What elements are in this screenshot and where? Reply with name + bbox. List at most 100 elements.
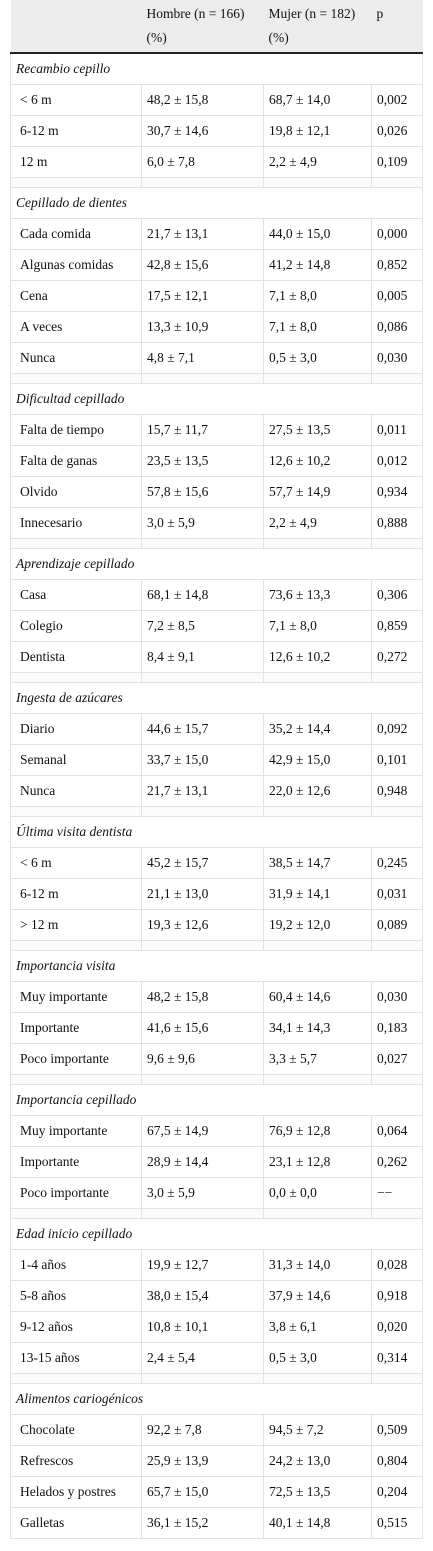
data-row: Falta de tiempo 15,7 ± 11,7 27,5 ± 13,5 0,0… <box>10 414 423 446</box>
data-cell: 73,6 ± 13,3 <box>263 579 372 611</box>
data-row: Importante 41,6 ± 15,6 34,1 ± 14,3 0,183 <box>10 1012 423 1044</box>
data-cell: 19,8 ± 12,1 <box>263 115 372 147</box>
data-cell: 12,6 ± 10,2 <box>263 641 372 673</box>
section-title: Aprendizaje cepillado <box>10 548 423 580</box>
data-cell: 92,2 ± 7,8 <box>141 1414 264 1446</box>
data-cell: 0,183 <box>371 1012 423 1044</box>
section-title: Edad inicio cepillado <box>10 1218 423 1250</box>
data-cell: 0,092 <box>371 713 423 745</box>
data-row: Muy importante 67,5 ± 14,9 76,9 ± 12,8 0,06… <box>10 1115 423 1147</box>
header-cell: Hombre (n = 166) (%) <box>141 0 264 54</box>
spacer-row <box>10 538 423 549</box>
data-row: Algunas comidas 42,8 ± 15,6 41,2 ± 14,8 0,8… <box>10 249 423 281</box>
data-cell: 2,4 ± 5,4 <box>141 1342 264 1374</box>
row-label: Muy importante <box>10 1115 142 1147</box>
section-row: Importancia cepillado <box>10 1084 423 1116</box>
section-row: Cepillado de dientes <box>10 187 423 219</box>
spacer-row <box>10 806 423 817</box>
data-row: Colegio 7,2 ± 8,5 7,1 ± 8,0 0,859 <box>10 610 423 642</box>
data-cell: 21,7 ± 13,1 <box>141 218 264 250</box>
section-title: Importancia cepillado <box>10 1084 423 1116</box>
row-label: Innecesario <box>10 507 142 539</box>
data-cell: 41,2 ± 14,8 <box>263 249 372 281</box>
data-cell: 68,7 ± 14,0 <box>263 84 372 116</box>
data-row: Nunca 21,7 ± 13,1 22,0 ± 12,6 0,948 <box>10 775 423 807</box>
data-cell: 4,8 ± 7,1 <box>141 342 264 374</box>
data-cell: 25,9 ± 13,9 <box>141 1445 264 1477</box>
row-label: 12 m <box>10 146 142 178</box>
data-cell: 0,012 <box>371 445 423 477</box>
data-row: Helados y postres 65,7 ± 15,0 72,5 ± 13,5 0… <box>10 1476 423 1508</box>
spacer-cell <box>141 1208 264 1219</box>
data-cell: 0,0 ± 0,0 <box>263 1177 372 1209</box>
section-row: Dificultad cepillado <box>10 383 423 415</box>
spacer-cell <box>263 672 372 683</box>
spacer-cell <box>371 806 423 817</box>
row-label: Nunca <box>10 342 142 374</box>
data-cell: 0,005 <box>371 280 423 312</box>
data-cell: 34,1 ± 14,3 <box>263 1012 372 1044</box>
spacer-row <box>10 177 423 188</box>
data-cell: 65,7 ± 15,0 <box>141 1476 264 1508</box>
data-row: Nunca 4,8 ± 7,1 0,5 ± 3,0 0,030 <box>10 342 423 374</box>
data-cell: 19,3 ± 12,6 <box>141 909 264 941</box>
spacer-cell <box>263 806 372 817</box>
data-cell: 31,3 ± 14,0 <box>263 1249 372 1281</box>
row-label: 9-12 años <box>10 1311 142 1343</box>
data-row: > 12 m 19,3 ± 12,6 19,2 ± 12,0 0,089 <box>10 909 423 941</box>
section-title: Última visita dentista <box>10 816 423 848</box>
spacer-cell <box>141 373 264 384</box>
data-cell: 44,0 ± 15,0 <box>263 218 372 250</box>
data-cell: 0,5 ± 3,0 <box>263 342 372 374</box>
data-cell: 0,002 <box>371 84 423 116</box>
data-row: 1-4 años 19,9 ± 12,7 31,3 ± 14,0 0,028 <box>10 1249 423 1281</box>
row-label: < 6 m <box>10 847 142 879</box>
row-label: Cada comida <box>10 218 142 250</box>
data-row: Chocolate 92,2 ± 7,8 94,5 ± 7,2 0,509 <box>10 1414 423 1446</box>
row-label: 13-15 años <box>10 1342 142 1374</box>
spacer-cell <box>141 1373 264 1384</box>
data-cell: 36,1 ± 15,2 <box>141 1507 264 1539</box>
spacer-row <box>10 940 423 951</box>
data-cell: 19,2 ± 12,0 <box>263 909 372 941</box>
spacer-cell <box>10 373 142 384</box>
data-cell: 3,0 ± 5,9 <box>141 1177 264 1209</box>
row-label: Cena <box>10 280 142 312</box>
data-cell: 0,804 <box>371 1445 423 1477</box>
data-row: 6-12 m 30,7 ± 14,6 19,8 ± 12,1 0,026 <box>10 115 423 147</box>
data-cell: −− <box>371 1177 423 1209</box>
data-cell: 0,027 <box>371 1043 423 1075</box>
data-cell: 7,1 ± 8,0 <box>263 610 372 642</box>
data-cell: 0,306 <box>371 579 423 611</box>
row-label: Olvido <box>10 476 142 508</box>
row-label: Poco importante <box>10 1177 142 1209</box>
data-cell: 0,064 <box>371 1115 423 1147</box>
row-label: Falta de tiempo <box>10 414 142 446</box>
spacer-cell <box>10 177 142 188</box>
data-cell: 9,6 ± 9,6 <box>141 1043 264 1075</box>
row-label: Poco importante <box>10 1043 142 1075</box>
section-row: Alimentos cariogénicos <box>10 1383 423 1415</box>
data-cell: 38,5 ± 14,7 <box>263 847 372 879</box>
spacer-cell <box>371 177 423 188</box>
table-header: Hombre (n = 166) (%) Mujer (n = 182) (%)… <box>10 0 423 54</box>
header-cell <box>10 0 142 54</box>
spacer-cell <box>263 538 372 549</box>
data-cell: 0,026 <box>371 115 423 147</box>
data-cell: 12,6 ± 10,2 <box>263 445 372 477</box>
row-label: Muy importante <box>10 981 142 1013</box>
data-row: Poco importante 3,0 ± 5,9 0,0 ± 0,0 −− <box>10 1177 423 1209</box>
spacer-cell <box>10 538 142 549</box>
data-cell: 3,8 ± 6,1 <box>263 1311 372 1343</box>
data-cell: 76,9 ± 12,8 <box>263 1115 372 1147</box>
data-cell: 0,086 <box>371 311 423 343</box>
spacer-cell <box>371 373 423 384</box>
data-row: Cada comida 21,7 ± 13,1 44,0 ± 15,0 0,000 <box>10 218 423 250</box>
row-label: A veces <box>10 311 142 343</box>
section-row: Aprendizaje cepillado <box>10 548 423 580</box>
spacer-cell <box>371 672 423 683</box>
row-label: 6-12 m <box>10 878 142 910</box>
data-cell: 33,7 ± 15,0 <box>141 744 264 776</box>
data-cell: 10,8 ± 10,1 <box>141 1311 264 1343</box>
data-cell: 0,030 <box>371 342 423 374</box>
